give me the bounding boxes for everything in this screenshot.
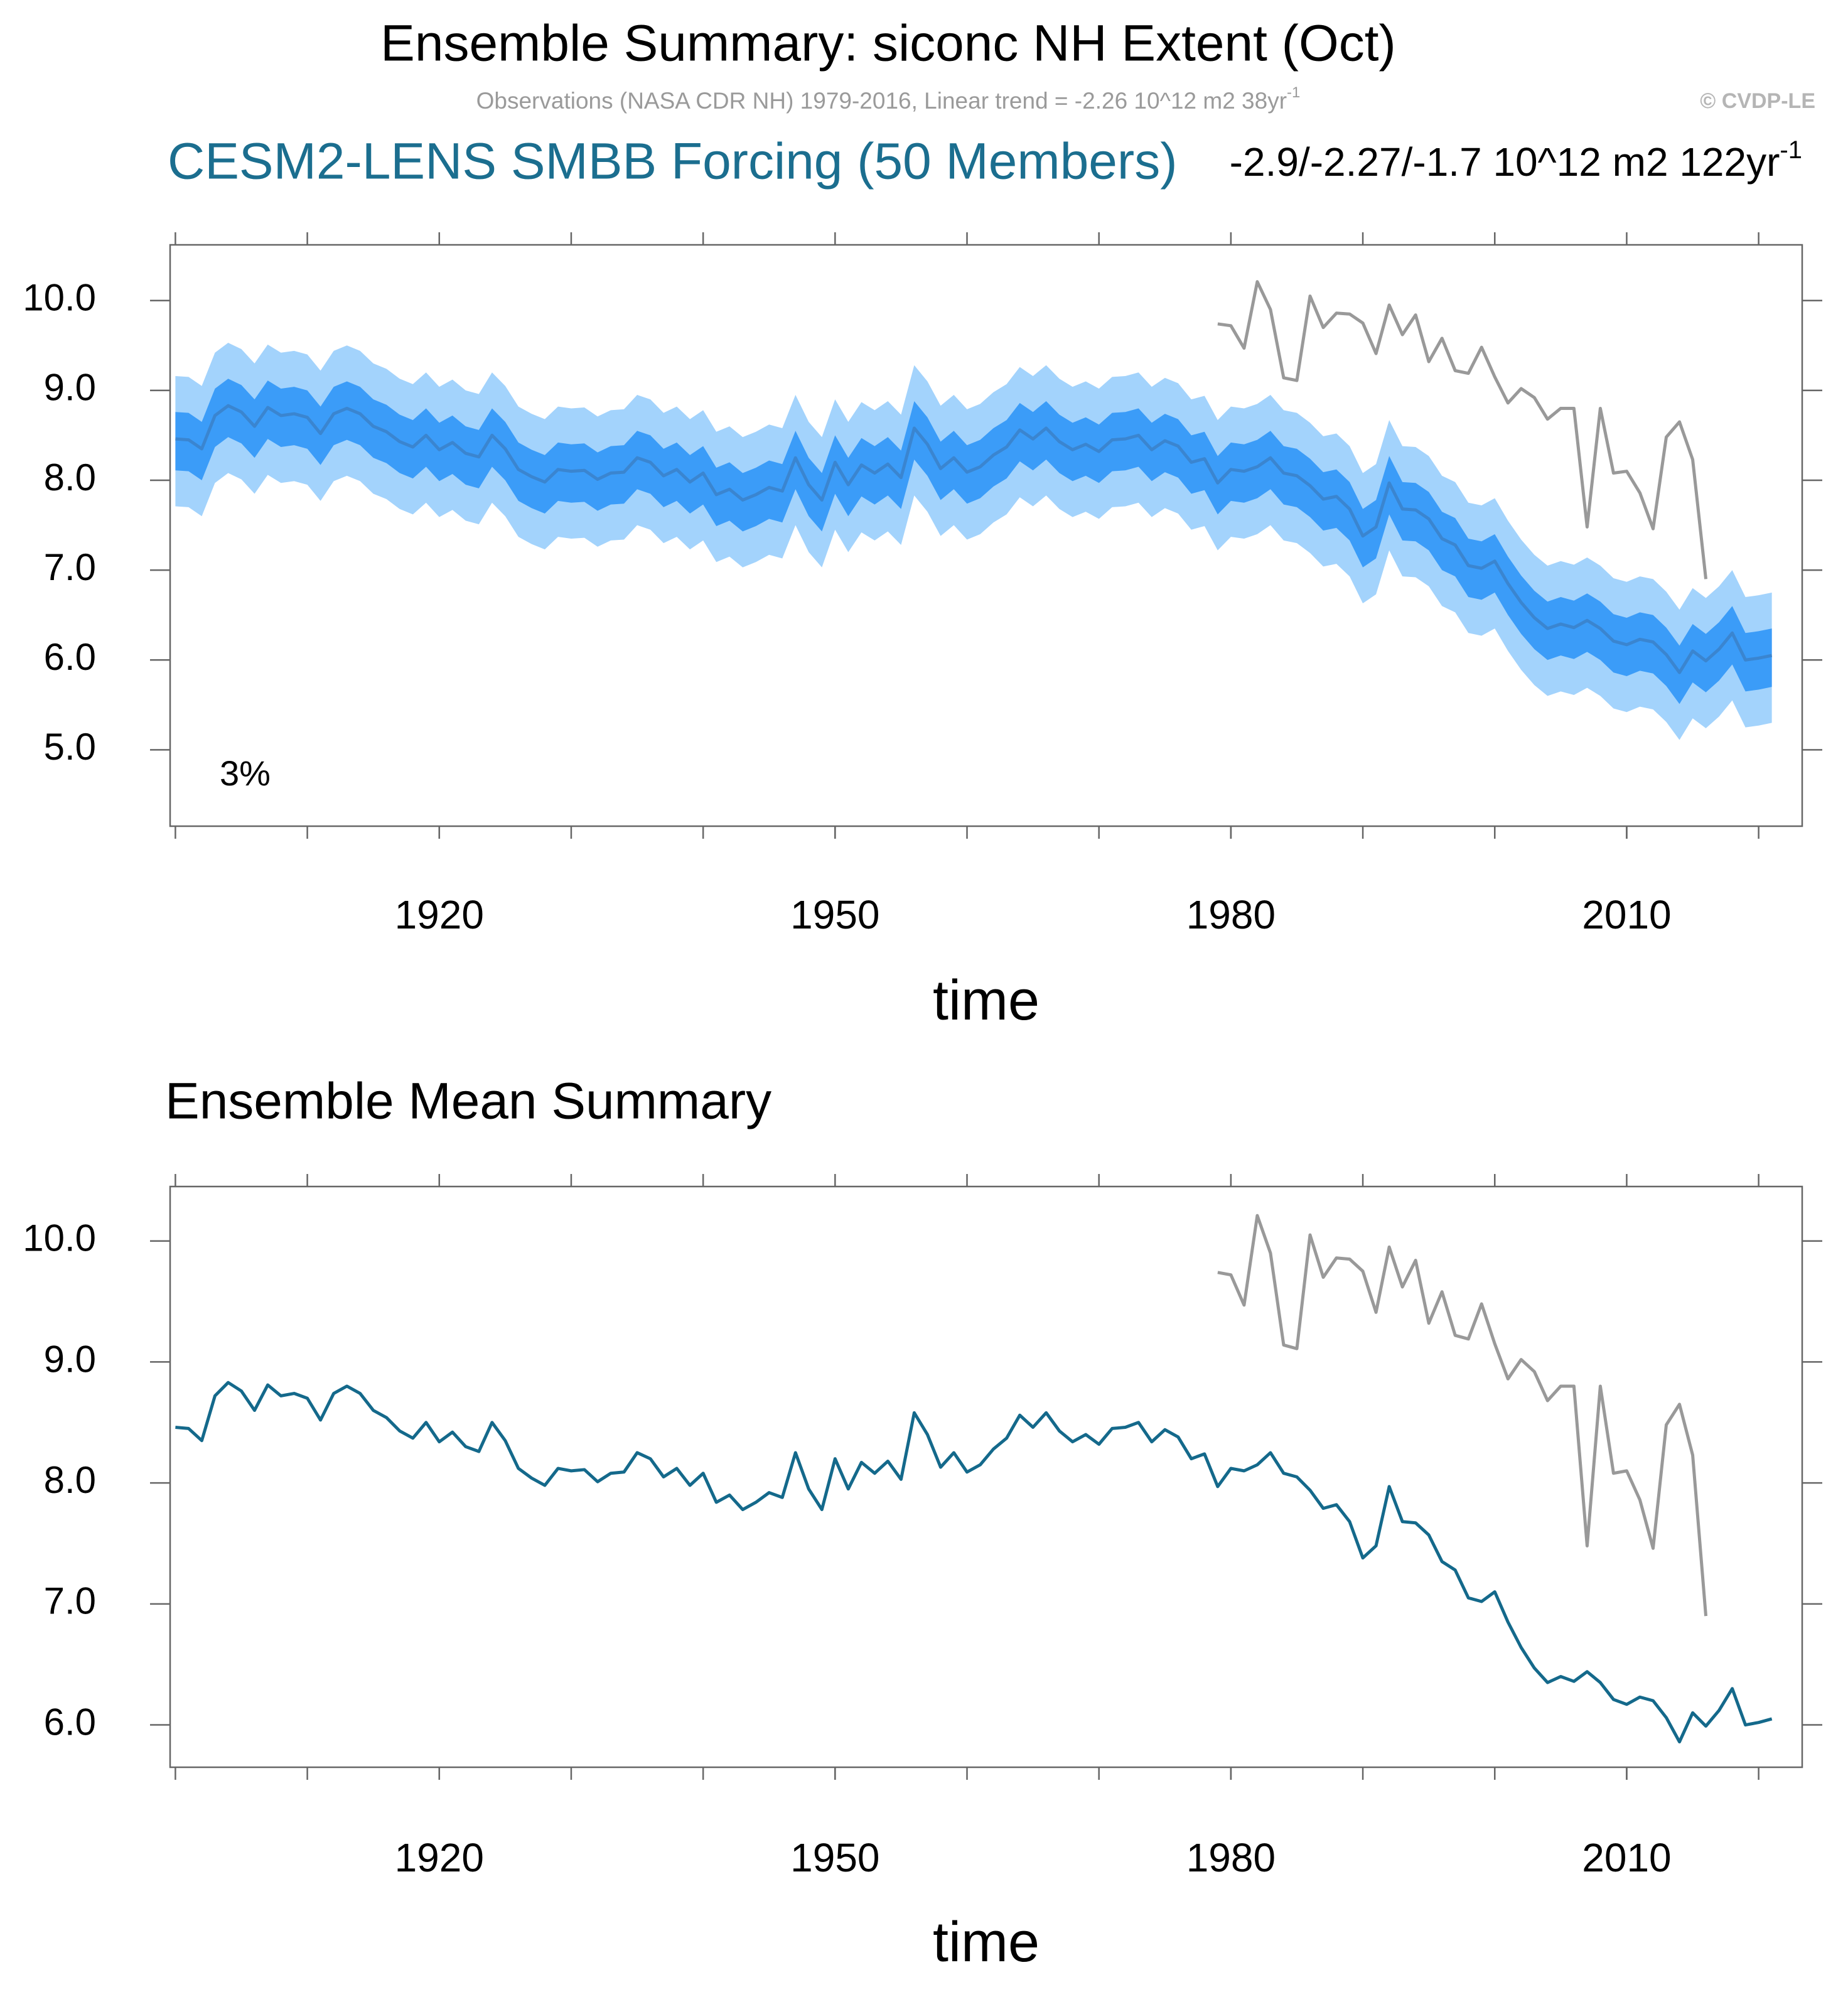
series-line <box>175 404 1773 674</box>
y-tick-label: 6.0 <box>44 636 96 678</box>
x-tick-label: 1950 <box>790 1835 879 1880</box>
x-axis-label: time <box>933 1911 1040 1974</box>
band <box>175 379 1772 704</box>
subtitle-text: Observations (NASA CDR NH) 1979-2016, Li… <box>476 88 1287 114</box>
plot-frame <box>169 244 1803 827</box>
x-axis-label: time <box>933 969 1040 1032</box>
right-title-exponent: -1 <box>1780 136 1802 164</box>
series-line <box>175 1381 1773 1744</box>
credit: © CVDP-LE <box>1700 89 1815 113</box>
x-tick-label: 2010 <box>1582 1835 1671 1880</box>
y-tick-label: 5.0 <box>44 726 96 768</box>
x-tick-label: 1950 <box>790 892 879 937</box>
plot-frame <box>169 1185 1803 1769</box>
x-tick-label: 1980 <box>1186 892 1276 937</box>
y-tick-label: 10.0 <box>23 277 96 319</box>
annotation: 3% <box>220 753 271 793</box>
y-tick-label: 9.0 <box>44 1338 96 1380</box>
series-line <box>1217 1214 1708 1617</box>
y-tick-label: 7.0 <box>44 1580 96 1622</box>
y-tick-label: 8.0 <box>44 1459 96 1501</box>
y-tick-label: 7.0 <box>44 546 96 588</box>
x-tick-label: 1980 <box>1186 1835 1276 1880</box>
y-tick-label: 9.0 <box>44 367 96 409</box>
x-tick-label: 1920 <box>395 892 484 937</box>
y-tick-label: 8.0 <box>44 456 96 498</box>
right-title-text: -2.9/-2.27/-1.7 10^12 m2 122yr <box>1230 139 1780 185</box>
figure-title: Ensemble Summary: siconc NH Extent (Oct) <box>380 15 1396 72</box>
y-tick-label: 10.0 <box>23 1217 96 1259</box>
left-title: CESM2-LENS SMBB Forcing (50 Members) <box>168 133 1178 190</box>
band <box>175 343 1772 740</box>
y-tick-label: 6.0 <box>44 1701 96 1743</box>
subtitle: Observations (NASA CDR NH) 1979-2016, Li… <box>476 84 1301 113</box>
series-line <box>1217 280 1708 579</box>
subtitle-exponent: -1 <box>1287 84 1300 101</box>
left-title: Ensemble Mean Summary <box>165 1073 771 1130</box>
x-tick-label: 2010 <box>1582 892 1671 937</box>
x-tick-label: 1920 <box>395 1835 484 1880</box>
right-title: -2.9/-2.27/-1.7 10^12 m2 122yr-1 <box>1230 136 1802 185</box>
